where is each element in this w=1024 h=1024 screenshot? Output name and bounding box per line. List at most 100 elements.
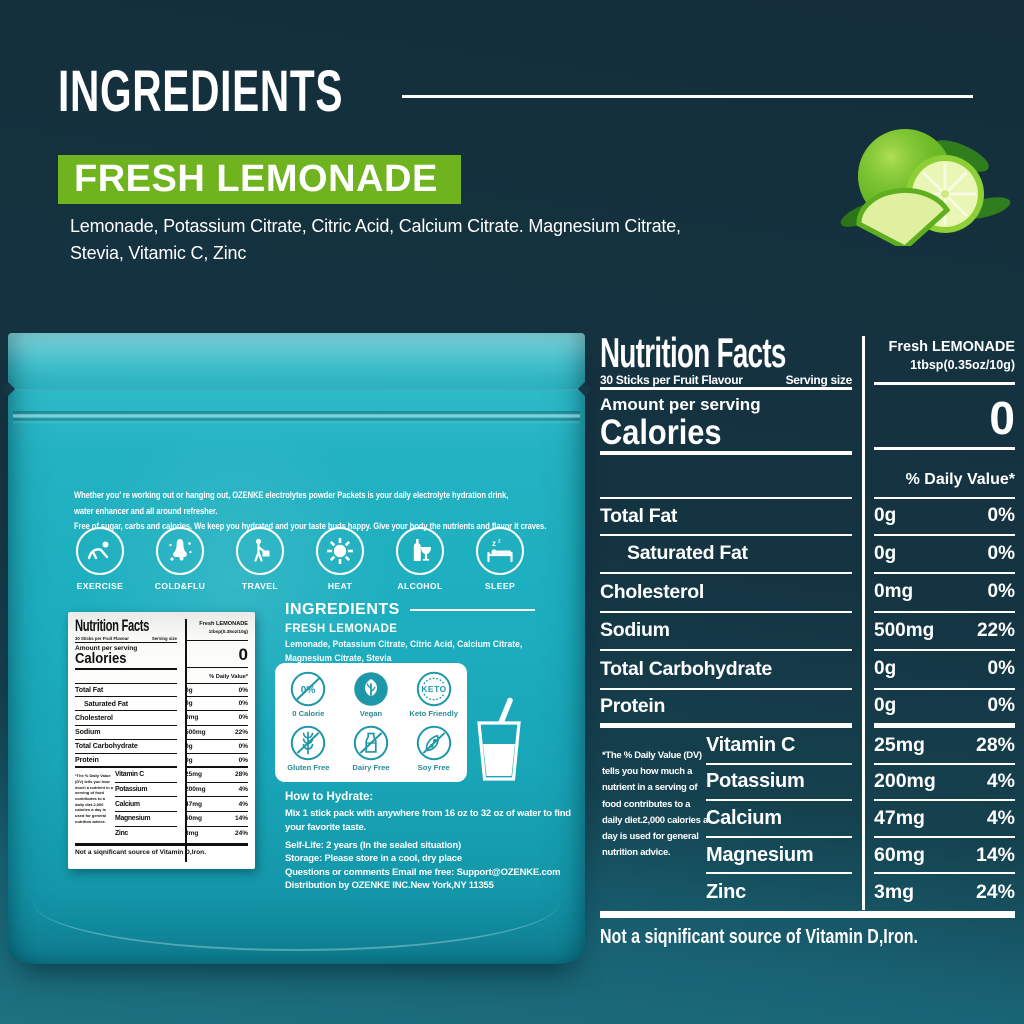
sticks-line: 30 Sticks per Fruit Flavour xyxy=(600,373,743,387)
soy-free-icon xyxy=(416,725,451,760)
storage-info-line: Storage: Please store in a cool, dry pla… xyxy=(285,853,462,865)
svg-text:z: z xyxy=(498,539,501,545)
thick-rule xyxy=(600,911,1015,918)
heading-rule xyxy=(409,609,535,611)
vitamin-row: Calcium 47mg 4% xyxy=(706,801,1015,838)
benefit-alcohol: ALCOHOL xyxy=(385,527,455,591)
benefit-travel: TRAVEL xyxy=(225,527,295,591)
ingredients-line: Lemonade, Potassium Citrate, Citric Acid… xyxy=(70,216,681,236)
nutrient-row: Total Carbohydrate 0g 0% xyxy=(600,651,1015,690)
panel-serving-value: 1tbsp(0.35oz/10g) xyxy=(910,358,1015,372)
alcohol-icon xyxy=(396,527,444,575)
vitamin-row: Potassium 200mg 4% xyxy=(706,765,1015,802)
gluten-free-icon xyxy=(291,725,326,760)
label-divider xyxy=(185,619,187,862)
badge-keto: KETO Keto Friendly xyxy=(402,669,465,723)
how-to-hydrate-intro: Mix 1 stick pack with anywhere from 16 o… xyxy=(285,807,585,834)
dairy-free-icon xyxy=(353,725,389,760)
nutrient-row: Total Fat 0g 0% xyxy=(600,497,1015,536)
vitamin-row: Calcium 47mg 4% xyxy=(115,797,248,812)
how-to-hydrate-section: How to Hydrate: Mix 1 stick pack with an… xyxy=(285,791,585,893)
amount-per-serving-label: Amount per serving xyxy=(600,395,761,414)
badge-dairy-free: Dairy Free xyxy=(340,723,403,777)
mini-calories-label: Calories xyxy=(75,651,127,667)
mini-amount-label: Amount per serving xyxy=(75,645,138,652)
hydrate-intro-line: your favorite taste. xyxy=(285,821,366,833)
hydrate-intro-line: Mix 1 stick pack with anywhere from 16 o… xyxy=(285,808,571,819)
benefit-label: TRAVEL xyxy=(241,581,279,591)
svg-text:KETO: KETO xyxy=(421,684,446,694)
svg-text:z: z xyxy=(492,539,496,548)
mini-disclaimer: Not a siqnificant source of Vitamin D,Ir… xyxy=(75,849,207,857)
vitamin-row: Magnesium 60mg 14% xyxy=(115,812,248,827)
product-pouch: Whether you’ re working out or hanging o… xyxy=(0,333,593,964)
mini-flavor: Fresh LEMONADE xyxy=(199,621,248,627)
nutrient-row: Cholesterol 0mg 0% xyxy=(600,574,1015,613)
exercise-icon xyxy=(76,527,124,575)
badge-zero-calorie: 0% 0 Calorie xyxy=(277,669,340,723)
storage-info-line: Distribution by OZENKE INC.New York,NY 1… xyxy=(285,880,494,892)
title-rule xyxy=(402,95,973,98)
pouch-description-line: Free of sugar, carbs and calories. We ke… xyxy=(74,521,547,533)
mini-daily-value-label: % Daily Value* xyxy=(209,674,248,680)
mini-calories-value: 0 xyxy=(185,643,248,668)
pouch-ingredients-line: Magnesium Citrate, Stevia xyxy=(285,652,392,663)
sleep-icon: z z xyxy=(476,527,524,575)
mini-serving-value: 1tbsp(0.35oz/10g) xyxy=(208,628,248,634)
benefit-exercise: EXERCISE xyxy=(65,527,135,591)
nutrition-title: Nutrition Facts xyxy=(600,329,786,376)
mini-vitamin-section: *The % Daily Value (DV) tells you how mu… xyxy=(75,768,248,842)
nutrient-row: Saturated Fat 0g 0% xyxy=(600,536,1015,574)
pouch-bottom-fold xyxy=(34,903,559,951)
page-title: INGREDIENTS xyxy=(58,59,344,124)
vitamin-row: Vitamin C 25mg 28% xyxy=(115,768,248,783)
flavor-banner: FRESH LEMONADE xyxy=(58,155,461,204)
limes-image xyxy=(833,116,1023,246)
nutrient-row: Protein 0g 0% xyxy=(600,690,1015,728)
ingredients-line: Stevia, Vitamic C, Zinc xyxy=(70,243,247,263)
pouch-description: Whether you’ re working out or hanging o… xyxy=(74,488,546,535)
heat-icon xyxy=(316,527,364,575)
vegan-icon xyxy=(354,672,388,706)
glass-icon xyxy=(470,695,528,787)
pouch-seal xyxy=(8,333,585,390)
pouch-ingredients-line: Lemonade, Potassium Citrate, Citric Acid… xyxy=(285,639,523,649)
vitamin-section: *The % Daily Value (DV) tells you how mu… xyxy=(600,728,1015,911)
mini-footnote: *The % Daily Value (DV) tells you how mu… xyxy=(75,773,114,824)
mini-nutrient-rows: Total Fat 0g 0% Saturated Fat 0g 0% Choles… xyxy=(75,683,248,769)
daily-value-label: % Daily Value* xyxy=(905,471,1015,488)
nutrition-facts-panel: Nutrition Facts 30 Sticks per Fruit Flav… xyxy=(600,329,1015,969)
badge-soy-free: Soy Free xyxy=(402,723,465,777)
nutrient-row: Cholesterol 0mg 0% xyxy=(75,711,248,726)
mini-thick-rule xyxy=(75,843,248,846)
pouch-zipper xyxy=(13,411,580,424)
panel-divider xyxy=(862,336,865,910)
benefit-label: EXERCISE xyxy=(76,581,124,591)
nutrient-row: Total Fat 0g 0% xyxy=(75,683,248,698)
calories-label: Calories xyxy=(600,413,722,452)
pouch-description-line: Whether you’ re working out or hanging o… xyxy=(74,490,509,501)
diet-badges-box: 0% 0 Calorie Vegan KET xyxy=(275,663,467,782)
travel-icon xyxy=(236,527,284,575)
mini-nutrition-title: Nutrition Facts xyxy=(75,617,150,635)
nutrient-row: Saturated Fat 0g 0% xyxy=(75,697,248,712)
benefit-sleep: z z SLEEP xyxy=(465,527,535,591)
mini-serving-size-label: Serving size xyxy=(151,636,177,641)
storage-info-line: Questions or comments Email me free: Sup… xyxy=(285,866,561,878)
vitamin-row: Magnesium 60mg 14% xyxy=(706,838,1015,875)
badge-vegan: Vegan xyxy=(340,669,403,723)
calories-value: 0 xyxy=(874,390,1015,450)
pouch-ingredients-flavor: FRESH LEMONADE xyxy=(285,623,398,635)
storage-info-line: Self-Life: 2 years (In the sealed situat… xyxy=(285,840,461,851)
vitamin-row: Zinc 3mg 24% xyxy=(706,881,1015,904)
vitamin-row: Zinc 3mg 24% xyxy=(115,830,248,838)
benefit-cold-flu: COLD&FLU xyxy=(145,527,215,591)
benefit-label: HEAT xyxy=(327,581,353,591)
nutrient-row: Sodium 500mg 22% xyxy=(600,613,1015,651)
pouch-ingredients-heading: INGREDIENTS xyxy=(285,601,535,619)
nutrient-row: Protein 0g 0% xyxy=(75,754,248,769)
nutrient-row: Sodium 500mg 22% xyxy=(75,726,248,740)
badge-gluten-free: Gluten Free xyxy=(277,723,340,777)
vitamin-row: Vitamin C 25mg 28% xyxy=(706,728,1015,765)
keto-icon: KETO xyxy=(416,671,451,707)
